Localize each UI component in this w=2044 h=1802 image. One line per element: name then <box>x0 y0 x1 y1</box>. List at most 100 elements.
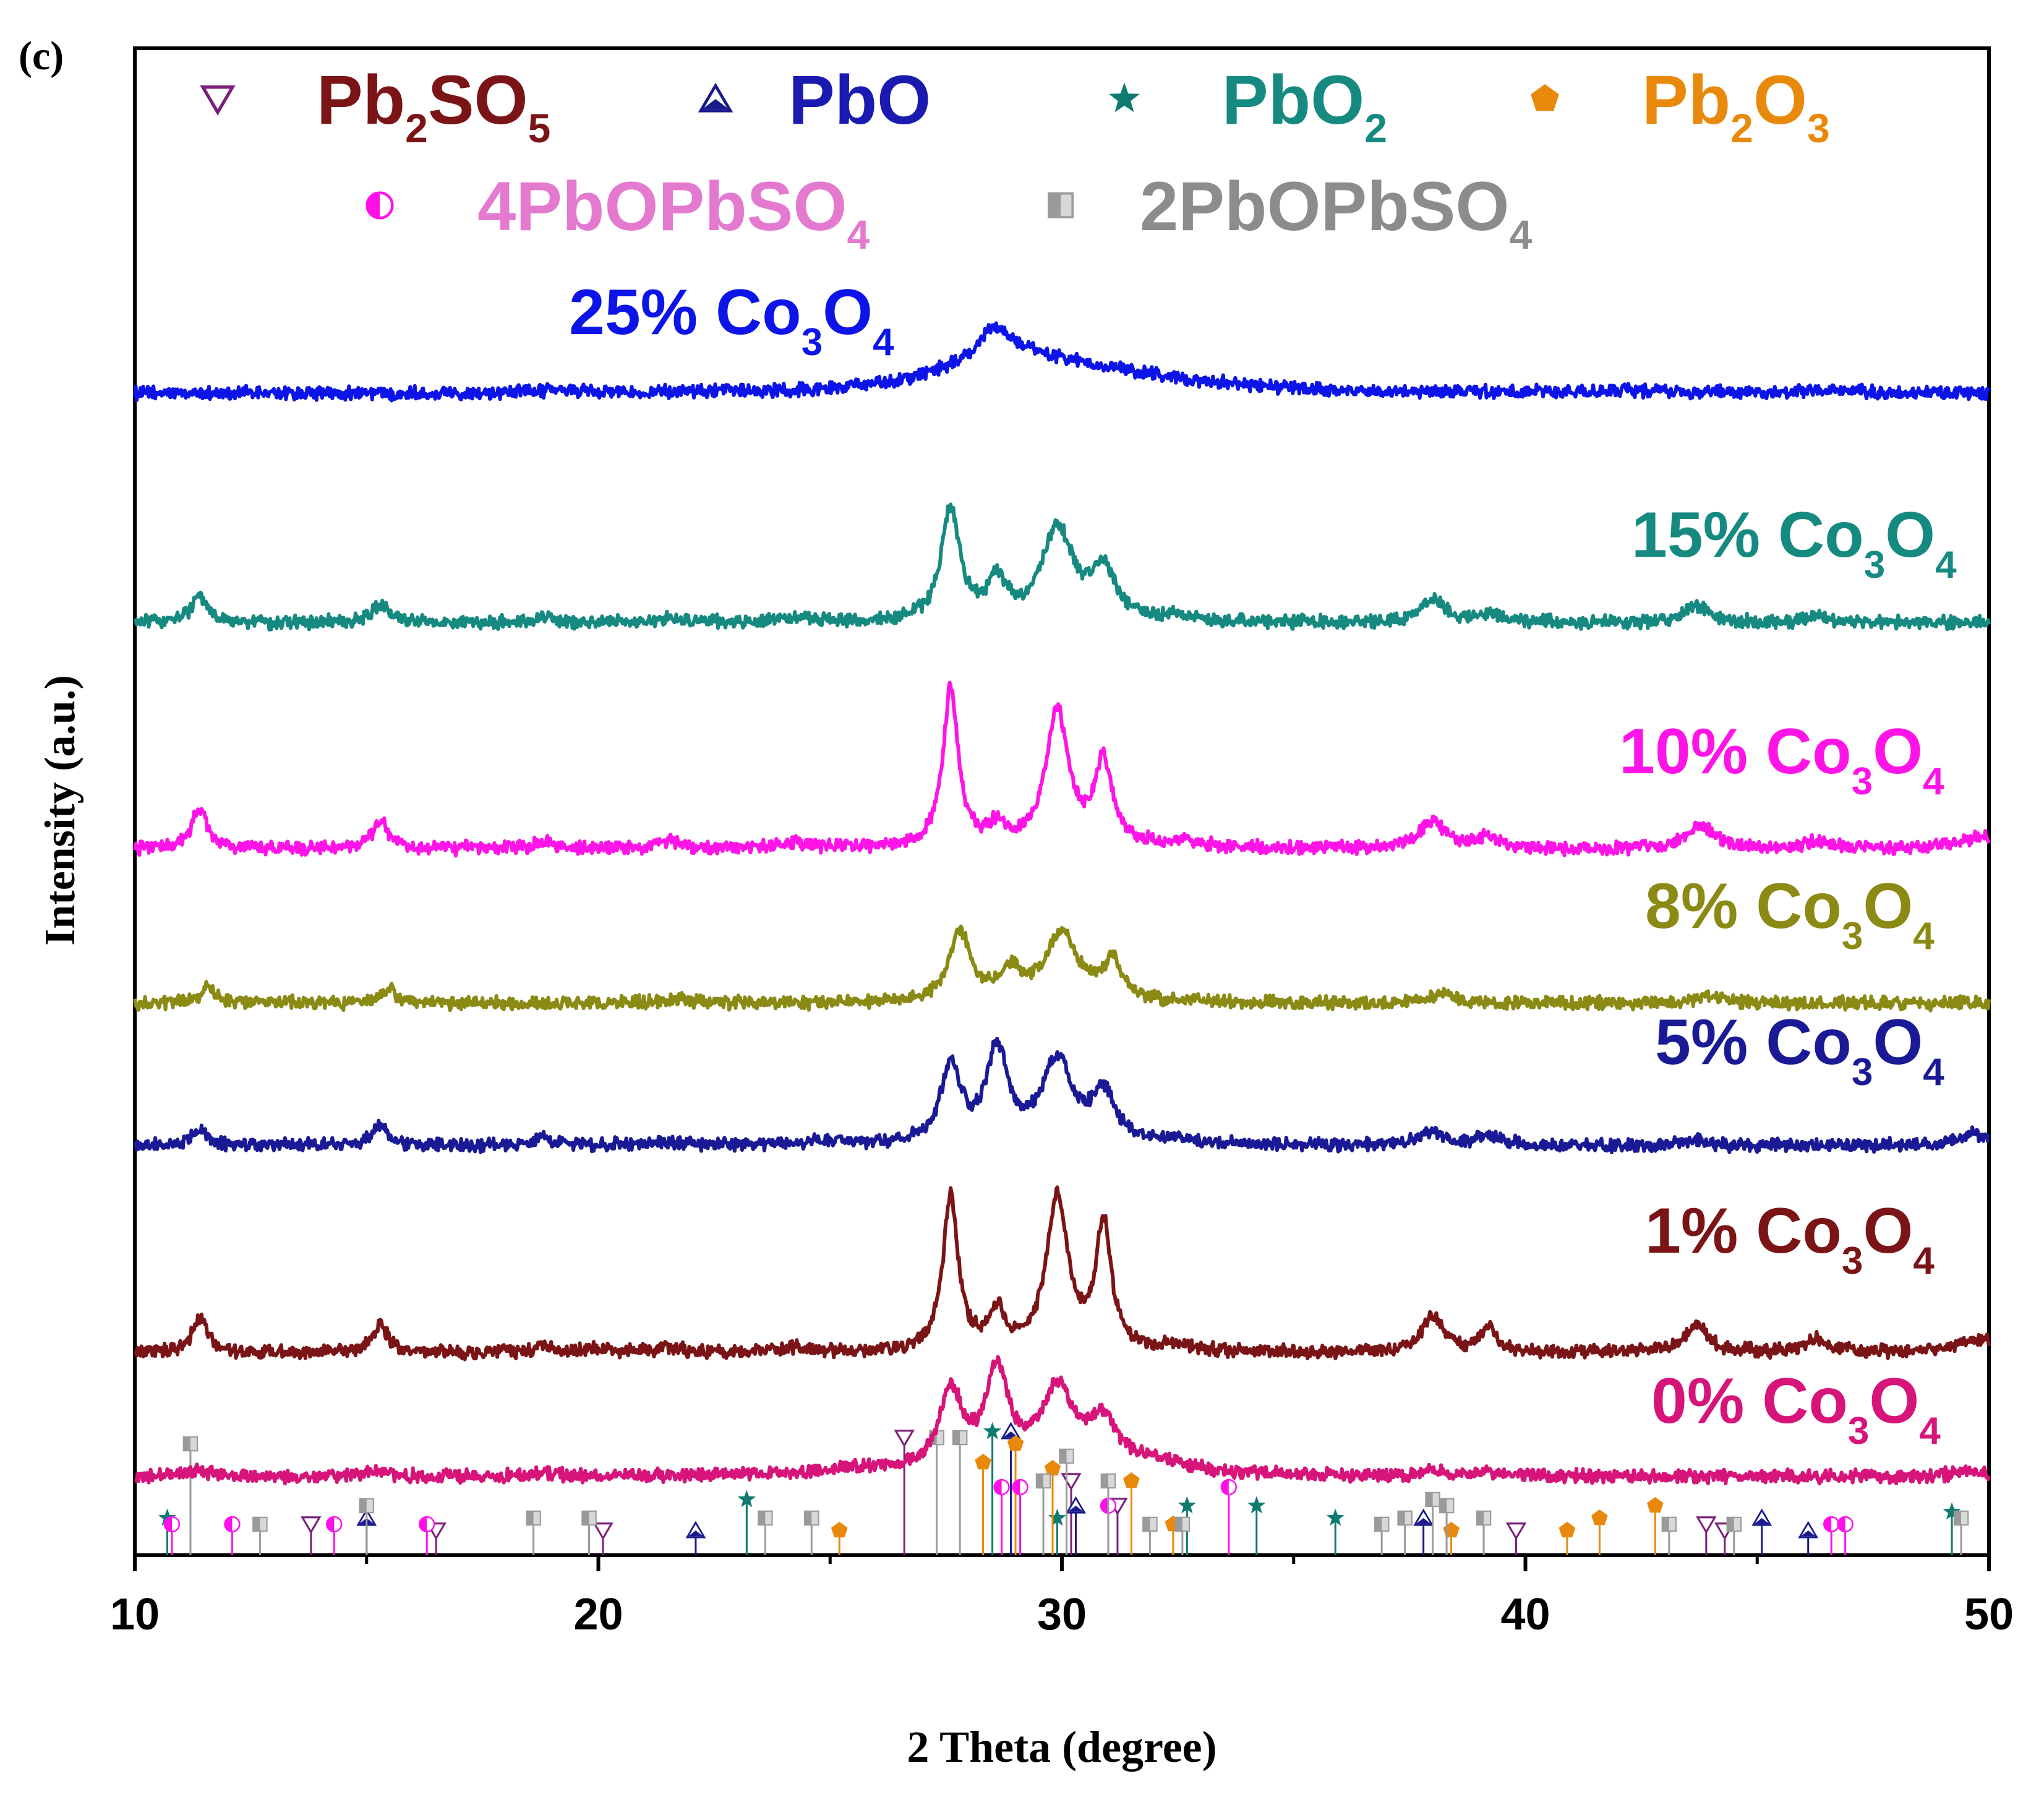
ref-marker-2pbopbso4-icon <box>1661 1516 1677 1532</box>
ref-line-4pbopbso4 <box>163 1516 181 1555</box>
ref-line-4pbopbso4 <box>326 1516 343 1555</box>
legend-item-pbo2: PbO2 <box>1108 61 1387 151</box>
x-axis: 10 20 30 40 50 <box>110 1555 2014 1639</box>
ref-line-2pbopbso4 <box>252 1516 268 1555</box>
ref-line-pb2o3 <box>975 1454 991 1555</box>
series-line-15pct-co3o4 <box>133 502 1991 632</box>
ref-line-2pbopbso4 <box>1476 1510 1492 1555</box>
ref-line-2pbopbso4 <box>1374 1516 1390 1555</box>
ref-line-2pbopbso4 <box>1661 1516 1677 1555</box>
ref-marker-pb2o3-icon <box>975 1454 991 1470</box>
series-layer <box>133 321 1991 1486</box>
ref-marker-pb2so5-icon <box>1061 1473 1082 1491</box>
legend-marker-pbo-icon <box>698 82 733 113</box>
ref-line-2pbopbso4 <box>1397 1510 1413 1555</box>
x-axis-label: 2 Theta (degree) <box>907 1722 1217 1772</box>
ref-marker-pbo2-icon <box>1943 1502 1961 1520</box>
series-line-25pct-co3o4 <box>133 321 1991 403</box>
legend-label-2pbopbso4: 2PbOPbSO4 <box>1140 168 1532 257</box>
ref-line-pb2o3 <box>1647 1497 1664 1555</box>
ref-line-2pbopbso4 <box>1142 1516 1158 1555</box>
ref-line-pb2o3 <box>1044 1460 1061 1555</box>
ref-line-pbo2 <box>737 1490 756 1555</box>
ref-marker-2pbopbso4-icon <box>581 1510 597 1526</box>
ref-marker-2pbopbso4-icon <box>1142 1516 1158 1532</box>
ref-marker-2pbopbso4-icon <box>804 1510 819 1526</box>
series-label-1pct-co3o4: 1% Co3O4 <box>1645 1195 1935 1282</box>
ref-marker-pbo2-icon <box>158 1508 177 1526</box>
ref-line-pb2so5 <box>1505 1522 1527 1555</box>
ref-marker-4pbopbso4-icon <box>1012 1478 1028 1496</box>
ref-line-pbo2 <box>983 1422 1002 1555</box>
ref-marker-2pbopbso4-icon <box>1476 1510 1492 1526</box>
ref-marker-pbo2-icon <box>1326 1508 1345 1526</box>
ref-marker-4pbopbso4-icon <box>1837 1516 1854 1533</box>
series-line-10pct-co3o4 <box>133 680 1991 858</box>
ref-marker-pbo-icon <box>685 1521 706 1538</box>
legend-label-pbo2: PbO2 <box>1222 61 1387 151</box>
ref-marker-4pbopbso4-icon <box>993 1478 1010 1496</box>
series-line-8pct-co3o4 <box>133 924 1991 1013</box>
ref-marker-4pbopbso4-icon <box>1220 1478 1237 1496</box>
ref-marker-2pbopbso4-icon <box>1439 1498 1455 1514</box>
series-label-25pct-co3o4: 25% Co3O4 <box>569 277 894 364</box>
x-tick-label-20: 20 <box>573 1590 623 1639</box>
ref-line-pb2so5 <box>1061 1473 1082 1555</box>
ref-line-2pbopbso4 <box>1726 1516 1742 1555</box>
ref-line-2pbopbso4 <box>359 1498 374 1555</box>
ref-marker-pb2o3-icon <box>1044 1460 1061 1476</box>
ref-marker-4pbopbso4-icon <box>224 1516 241 1533</box>
ref-marker-2pbopbso4-icon <box>1726 1516 1742 1532</box>
ref-line-pbo <box>1413 1508 1434 1555</box>
series-line-5pct-co3o4 <box>133 1037 1990 1154</box>
ref-marker-2pbopbso4-icon <box>1397 1510 1413 1526</box>
ref-marker-pb2o3-icon <box>1123 1472 1140 1488</box>
ref-marker-2pbopbso4-icon <box>1425 1491 1440 1508</box>
ref-line-pb2o3 <box>1591 1509 1608 1555</box>
ref-line-pbo2 <box>1247 1496 1266 1555</box>
ref-marker-pb2so5-icon <box>301 1516 322 1534</box>
ref-line-2pbopbso4 <box>182 1436 199 1555</box>
ref-line-pb2o3 <box>1007 1435 1024 1555</box>
ref-line-pbo2 <box>1048 1508 1067 1555</box>
ref-marker-4pbopbso4-icon <box>1100 1497 1117 1514</box>
y-axis-label: Intensity (a.u.) <box>36 675 84 946</box>
ref-line-4pbopbso4 <box>1220 1478 1237 1555</box>
x-tick-label-30: 30 <box>1037 1590 1087 1639</box>
ref-marker-4pbopbso4-icon <box>326 1516 343 1533</box>
ref-line-2pbopbso4 <box>1174 1516 1191 1555</box>
ref-line-pb2so5 <box>894 1430 915 1555</box>
ref-line-4pbopbso4 <box>419 1516 435 1555</box>
ref-line-4pbopbso4 <box>1837 1516 1854 1555</box>
ref-marker-pb2so5-icon <box>592 1522 614 1540</box>
ref-line-pbo2 <box>1943 1502 1961 1555</box>
ref-marker-2pbopbso4-icon <box>1059 1448 1074 1464</box>
ref-line-2pbopbso4 <box>804 1510 819 1555</box>
ref-marker-4pbopbso4-icon <box>1823 1516 1840 1533</box>
ref-line-2pbopbso4 <box>526 1510 541 1555</box>
ref-marker-pb2o3-icon <box>1007 1435 1024 1451</box>
series-label-5pct-co3o4: 5% Co3O4 <box>1655 1006 1944 1094</box>
ref-marker-pb2o3-icon <box>1591 1509 1608 1525</box>
legend-item-pb2o3: Pb2O3 <box>1531 61 1830 151</box>
series-label-0pct-co3o4: 0% Co3O4 <box>1651 1365 1941 1452</box>
ref-line-2pbopbso4 <box>1100 1473 1116 1555</box>
series-line-0pct-co3o4 <box>134 1355 1991 1486</box>
x-tick-label-40: 40 <box>1500 1590 1550 1639</box>
ref-line-2pbopbso4 <box>1953 1510 1969 1555</box>
ref-line-2pbopbso4 <box>1439 1498 1455 1555</box>
ref-marker-pb2so5-icon <box>1696 1516 1717 1534</box>
ref-line-2pbopbso4 <box>758 1510 773 1555</box>
ref-marker-2pbopbso4-icon <box>182 1436 199 1452</box>
ref-marker-pb2o3-icon <box>831 1522 848 1538</box>
ref-marker-pbo2-icon <box>1048 1508 1067 1526</box>
ref-marker-pb2o3-icon <box>1443 1522 1460 1538</box>
ref-line-2pbopbso4 <box>929 1430 944 1555</box>
x-tick-label-10: 10 <box>110 1590 160 1639</box>
series-line-1pct-co3o4 <box>134 1185 1991 1362</box>
ref-line-2pbopbso4 <box>581 1510 597 1555</box>
legend-marker-pb2o3-icon <box>1531 84 1559 111</box>
ref-marker-2pbopbso4-icon <box>526 1510 541 1526</box>
ref-marker-2pbopbso4-icon <box>1035 1473 1051 1489</box>
